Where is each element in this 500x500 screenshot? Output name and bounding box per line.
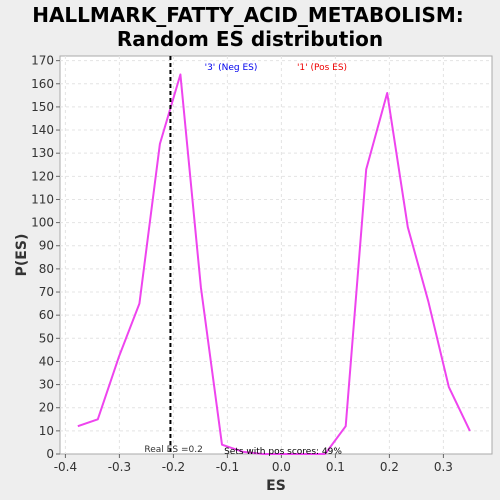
- y-tick-label: 40: [39, 354, 54, 368]
- y-tick-label: 60: [39, 308, 54, 322]
- chart-title-line-1: HALLMARK_FATTY_ACID_METABOLISM:: [32, 3, 464, 27]
- annotations: Real ES =0.2 '3' (Neg ES) '1' (Pos ES) Sets…: [144, 63, 347, 457]
- y-tick-label: 130: [31, 146, 54, 160]
- y-tick-label: 20: [39, 401, 54, 415]
- y-axis-label: P(ES): [14, 234, 30, 277]
- x-tick-label: -0.4: [54, 460, 77, 474]
- pos-es-label: '1' (Pos ES): [297, 63, 347, 73]
- x-tick-label: 0.0: [272, 460, 291, 474]
- axes: 0 10 20 30 40 50 60 70 80 90 100 110 120 130 140 150 160…: [31, 54, 453, 474]
- y-tick-label: 80: [39, 262, 54, 276]
- y-tick-label: 0: [46, 447, 54, 461]
- x-tick-label: -0.1: [216, 460, 239, 474]
- y-tick-label: 70: [39, 285, 54, 299]
- real-es-label: Real ES =0.2: [144, 445, 202, 455]
- y-tick-label: 90: [39, 239, 54, 253]
- y-tick-label: 110: [31, 192, 54, 206]
- grid-lines: [60, 56, 492, 454]
- x-tick-label: -0.3: [108, 460, 131, 474]
- x-tick-label: 0.3: [434, 460, 453, 474]
- x-tick-label: 0.2: [380, 460, 399, 474]
- series-layer: [77, 56, 471, 455]
- y-tick-label: 10: [39, 424, 54, 438]
- y-tick-label: 170: [31, 54, 54, 68]
- x-axis-label: ES: [266, 478, 286, 494]
- es-distribution-line: [77, 73, 471, 455]
- x-tick-label: 0.1: [326, 460, 345, 474]
- pos-scores-label: Sets with pos scores: 49%: [224, 447, 342, 457]
- y-tick-label: 140: [31, 123, 54, 137]
- x-tick-label: -0.2: [162, 460, 185, 474]
- y-tick-label: 30: [39, 378, 54, 392]
- y-tick-label: 100: [31, 216, 54, 230]
- y-tick-label: 150: [31, 100, 54, 114]
- y-tick-label: 120: [31, 169, 54, 183]
- chart-title-line-2: Random ES distribution: [117, 27, 383, 51]
- plot-area: [59, 55, 493, 455]
- y-tick-label: 50: [39, 331, 54, 345]
- neg-es-label: '3' (Neg ES): [205, 63, 258, 73]
- y-tick-label: 160: [31, 77, 54, 91]
